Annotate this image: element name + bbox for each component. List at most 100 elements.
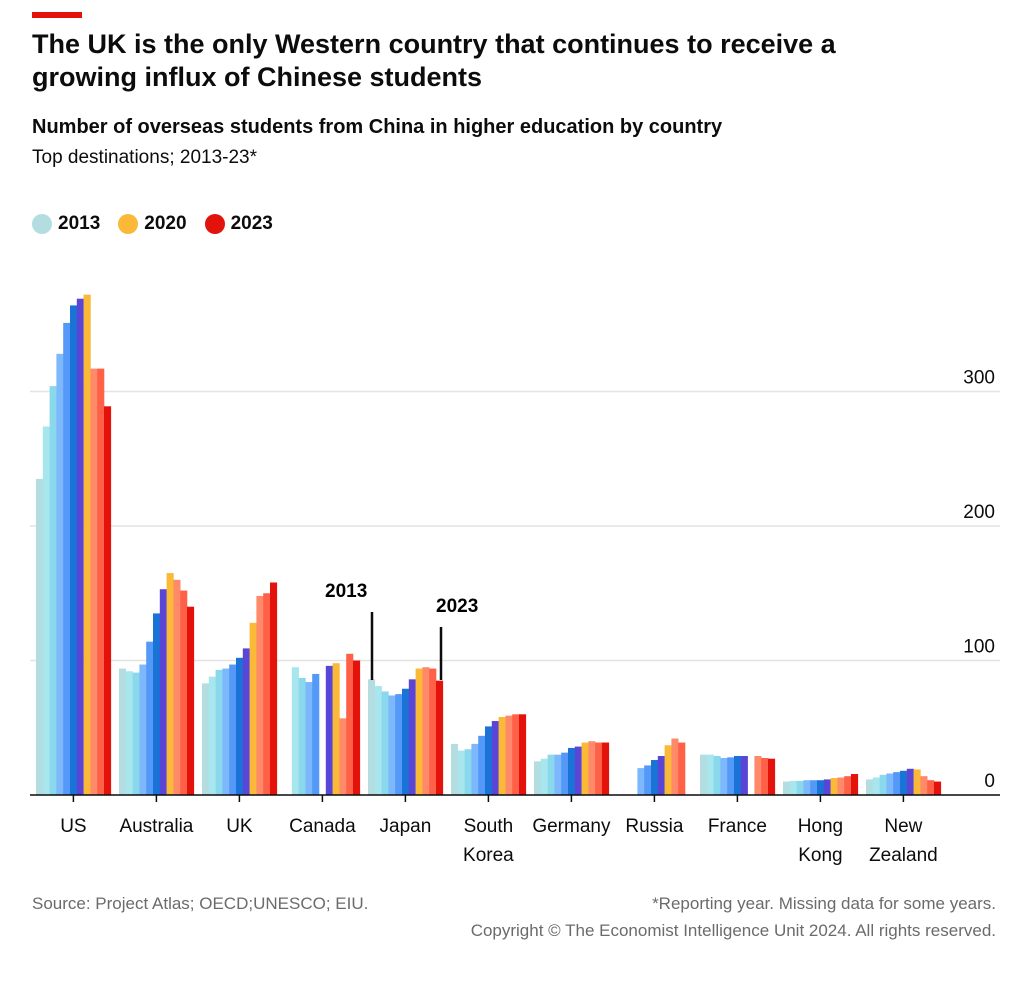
bar-hong-kong-2018 bbox=[817, 780, 825, 795]
bar-new-zealand-2013 bbox=[866, 779, 874, 795]
bar-hong-kong-2020 bbox=[830, 778, 838, 795]
bar-new-zealand-2021 bbox=[920, 776, 928, 795]
legend-swatch bbox=[118, 214, 139, 234]
bar-canada-2017 bbox=[312, 673, 320, 795]
bar-uk-2016 bbox=[222, 668, 230, 795]
bar-russia-2019 bbox=[657, 755, 665, 795]
bar-canada-2020 bbox=[332, 663, 340, 795]
bar-south-korea-2023 bbox=[519, 714, 527, 795]
bar-japan-2016 bbox=[388, 695, 396, 795]
legend-label: 2013 bbox=[58, 213, 101, 234]
bar-germany-2019 bbox=[574, 746, 582, 795]
bar-germany-2017 bbox=[561, 752, 569, 795]
bar-south-korea-2020 bbox=[498, 716, 506, 795]
bar-new-zealand-2022 bbox=[927, 780, 935, 795]
bar-south-korea-2015 bbox=[464, 749, 472, 795]
bar-germany-2022 bbox=[595, 742, 603, 795]
bar-us-2022 bbox=[97, 368, 105, 795]
bar-australia-2015 bbox=[132, 672, 140, 795]
bar-japan-2014 bbox=[374, 686, 382, 795]
bar-australia-2016 bbox=[139, 664, 147, 795]
chart-title: The UK is the only Western country that … bbox=[32, 29, 836, 92]
bar-australia-2020 bbox=[166, 573, 174, 795]
bar-canada-2016 bbox=[305, 682, 313, 795]
bar-germany-2014 bbox=[540, 758, 548, 795]
bar-south-korea-2014 bbox=[457, 750, 465, 795]
x-category-label: Australia bbox=[119, 816, 193, 837]
chart-subtitle: Number of overseas students from China i… bbox=[32, 116, 723, 138]
bar-france-2018 bbox=[734, 755, 742, 795]
bar-new-zealand-2015 bbox=[879, 774, 887, 795]
bar-hong-kong-2021 bbox=[837, 777, 845, 795]
bar-france-2021 bbox=[754, 755, 762, 795]
bar-japan-2023 bbox=[436, 680, 444, 795]
legend-label: 2020 bbox=[144, 213, 187, 234]
bar-hong-kong-2023 bbox=[851, 774, 859, 795]
bar-germany-2020 bbox=[581, 742, 589, 795]
bar-us-2016 bbox=[56, 353, 64, 795]
bar-uk-2017 bbox=[229, 664, 237, 795]
x-category-label: New bbox=[884, 816, 922, 837]
bar-canada-2022 bbox=[346, 653, 354, 795]
y-tick-label: 200 bbox=[963, 502, 995, 523]
bar-uk-2019 bbox=[242, 648, 250, 795]
bar-south-korea-2013 bbox=[451, 743, 459, 795]
x-category-label: Canada bbox=[289, 816, 356, 837]
x-category-label: Germany bbox=[532, 816, 611, 837]
bar-south-korea-2017 bbox=[478, 735, 486, 795]
x-category-label: UK bbox=[226, 816, 253, 837]
bar-russia-2021 bbox=[671, 738, 679, 795]
bar-australia-2014 bbox=[125, 671, 133, 795]
bar-australia-2013 bbox=[119, 668, 127, 795]
bar-us-2015 bbox=[49, 386, 57, 795]
x-category-label: Hong bbox=[798, 816, 843, 837]
chart-subsubtitle: Top destinations; 2013-23* bbox=[32, 147, 257, 168]
bar-us-2014 bbox=[42, 426, 50, 795]
bar-france-2016 bbox=[720, 758, 728, 795]
bar-france-2017 bbox=[727, 757, 735, 795]
source-note: Source: Project Atlas; OECD;UNESCO; EIU. bbox=[32, 894, 369, 913]
bar-uk-2018 bbox=[236, 657, 244, 795]
legend: 2013 2020 2023 bbox=[32, 213, 273, 235]
bar-germany-2015 bbox=[547, 754, 555, 795]
bar-uk-2020 bbox=[249, 622, 257, 795]
brand-accent-bar bbox=[32, 12, 82, 18]
bar-canada-2023 bbox=[353, 660, 361, 795]
bar-canada-2021 bbox=[339, 718, 347, 795]
bar-japan-2013 bbox=[368, 679, 376, 795]
bar-uk-2023 bbox=[270, 582, 278, 795]
bar-france-2015 bbox=[713, 755, 721, 795]
annotation-last-year: 2023 bbox=[436, 596, 478, 617]
bar-france-2022 bbox=[761, 758, 769, 795]
bar-new-zealand-2014 bbox=[872, 777, 880, 795]
bar-us-2021 bbox=[90, 368, 98, 795]
bar-uk-2015 bbox=[215, 669, 223, 795]
bar-russia-2020 bbox=[664, 745, 672, 795]
x-category-label: Korea bbox=[463, 845, 514, 866]
y-tick-label: 0 bbox=[984, 771, 995, 792]
bar-russia-2016 bbox=[637, 768, 645, 795]
bar-canada-2019 bbox=[325, 665, 333, 795]
bar-uk-2022 bbox=[263, 593, 271, 795]
bar-australia-2023 bbox=[187, 606, 195, 795]
bar-hong-kong-2016 bbox=[803, 780, 811, 795]
y-tick-label: 300 bbox=[963, 368, 995, 389]
bar-russia-2017 bbox=[644, 765, 652, 795]
bar-japan-2022 bbox=[429, 668, 437, 795]
bar-canada-2015 bbox=[298, 677, 306, 795]
annotation-first-year: 2013 bbox=[325, 581, 367, 602]
bar-australia-2017 bbox=[146, 641, 154, 795]
bar-uk-2014 bbox=[208, 676, 216, 795]
bar-germany-2016 bbox=[554, 754, 562, 795]
x-category-label: Kong bbox=[798, 845, 842, 866]
y-tick-label: 100 bbox=[963, 637, 995, 658]
x-category-label: Russia bbox=[625, 816, 684, 837]
bar-hong-kong-2022 bbox=[844, 776, 852, 795]
bar-uk-2013 bbox=[202, 683, 210, 795]
x-category-label: South bbox=[464, 816, 514, 837]
bar-japan-2018 bbox=[402, 688, 410, 795]
bar-australia-2019 bbox=[159, 589, 167, 795]
bar-france-2014 bbox=[706, 754, 714, 795]
bar-australia-2018 bbox=[153, 613, 161, 795]
